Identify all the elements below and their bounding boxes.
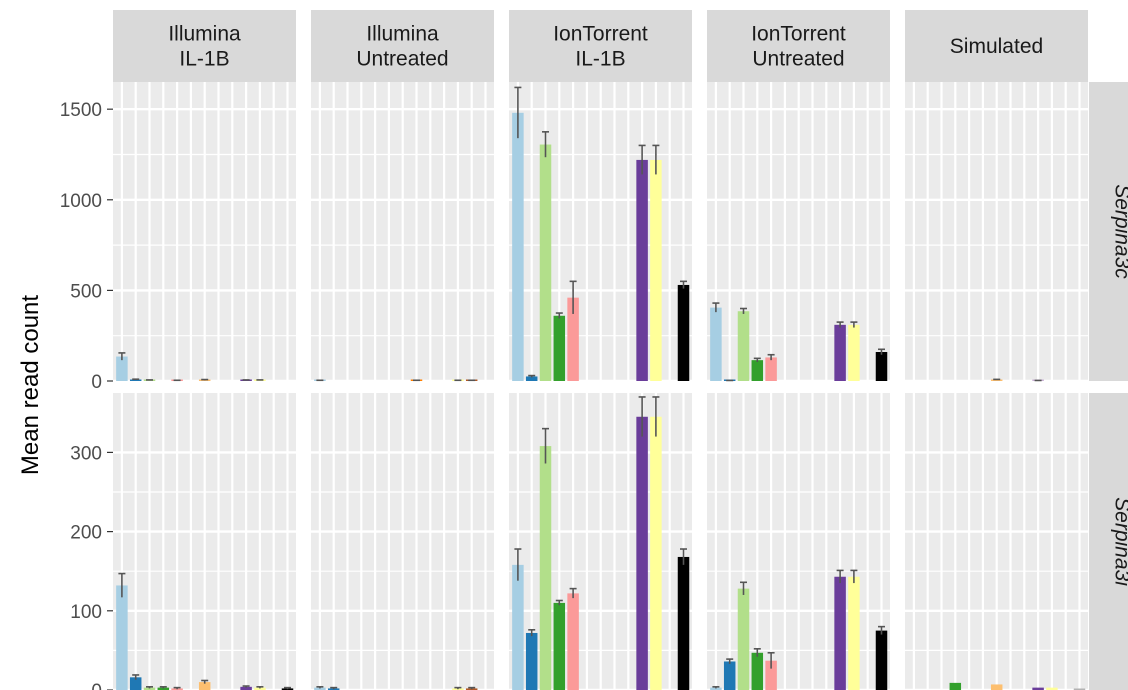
bar [834,576,846,690]
bar [1032,687,1044,690]
panel [311,82,494,383]
column-strip-label: Untreated [356,48,448,71]
y-tick-label: 0 [91,372,102,393]
column-strip-label: IL-1B [179,48,229,71]
bar [765,660,777,690]
bar [765,357,777,381]
strip-background [1089,82,1128,381]
bar [553,315,566,381]
column-strip-label: IonTorrent [751,23,846,46]
column-strip-label: IonTorrent [553,23,648,46]
column-strip-label: IL-1B [575,48,625,71]
bar [1046,687,1058,690]
bar [553,602,566,690]
column-strip: Simulated [905,10,1088,82]
bar [650,159,662,381]
bar [848,576,860,690]
y-tick-label: 100 [70,602,102,623]
bar [157,687,170,690]
bar [710,687,722,690]
y-tick-label: 1000 [60,191,102,212]
bar [636,159,648,381]
bar [314,687,326,690]
bar [525,376,538,381]
panel [113,82,296,383]
bar [737,311,750,381]
y-axis-title: Mean read count [17,295,44,475]
row-strip-label: Serpina3c [1111,184,1128,279]
bar [512,564,524,690]
panels-layer [113,82,1088,690]
bar [254,687,266,690]
panel [707,393,890,690]
bar [116,585,128,690]
panel [707,82,890,383]
strip-background [113,10,296,82]
column-strip-label: Illumina [168,23,241,46]
bar [116,356,128,381]
strip-background [311,10,494,82]
column-strip-label: Untreated [752,48,844,71]
panel [113,393,296,690]
bar [512,112,524,381]
row-strip-label: Serpina3i [1111,497,1128,587]
panel [509,82,692,383]
column-strip-label: Illumina [366,23,439,46]
bar [848,324,860,381]
y-tick-label: 0 [91,681,102,690]
row-strip: Serpina3c [1089,82,1128,381]
y-axes-layer: 0 500 1000 1500 0 100 200 300 [60,100,113,690]
bar [240,686,252,690]
y-tick-label: 1500 [60,100,102,121]
bar [143,687,156,690]
bar [677,556,690,690]
y-tick-label: 200 [70,523,102,544]
row-strip: Serpina3i [1089,393,1128,690]
bar [567,297,579,381]
bar [949,682,962,690]
bar [636,416,648,690]
bar [875,352,888,381]
bar [539,144,552,381]
bar [1073,688,1086,690]
bar [751,360,764,381]
bar [650,416,662,690]
strip-background [905,10,1088,82]
bar [677,284,690,381]
bar [751,652,764,690]
bar [875,630,888,690]
bar [198,682,211,690]
bar [990,684,1003,690]
strip-background [707,10,890,82]
strip-background [1089,393,1128,690]
bar [990,379,1003,381]
bar [834,324,846,381]
bar [539,446,552,690]
panel [311,393,494,690]
bar [567,593,579,690]
column-strip-label: Simulated [950,35,1043,58]
bar [710,307,722,381]
bar [129,379,142,381]
bar [525,632,538,690]
y-tick-label: 500 [70,281,102,302]
strip-background [509,10,692,82]
panel [905,393,1088,690]
bar [723,661,736,690]
panel [905,82,1088,383]
y-tick-label: 300 [70,443,102,464]
bar [129,677,142,690]
bar [737,588,750,690]
strips-layer: IlluminaIL-1BIlluminaUntreatedIonTorrent… [113,10,1128,690]
